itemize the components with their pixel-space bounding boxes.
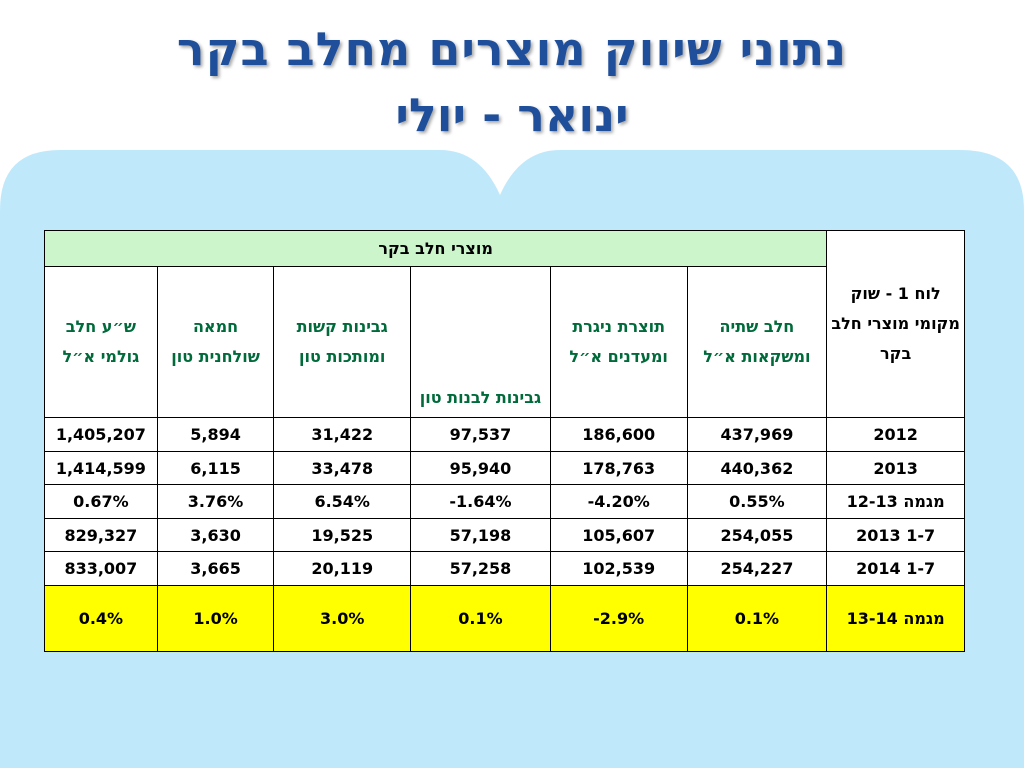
table-cell: 105,607: [549, 517, 688, 553]
row-label: 1-7 2013: [826, 517, 965, 553]
slide-subtitle: ינואר - יולי: [395, 88, 629, 142]
table-cell: 3.76%: [156, 484, 275, 519]
table-cell: 33,478: [273, 450, 412, 486]
column-header: תוצרת ניגרת ומעדנים א״ל: [549, 265, 688, 419]
table-cell: 1,414,599: [44, 450, 158, 486]
table-cell: -4.20%: [549, 484, 688, 519]
table-cell: 0.67%: [44, 484, 158, 519]
table-cell: 0.1%: [686, 584, 828, 653]
row-label: מגמה 12-13: [826, 484, 965, 519]
column-header: גבינות לבנות טון: [410, 265, 551, 419]
table-row: 1-7 2013 254,055 105,607 57,198 19,525 3…: [44, 517, 965, 553]
table-cell: 31,422: [273, 417, 412, 452]
table-corner-label: לוח 1 - שוק מקומי מוצרי חלב בקר: [826, 229, 965, 419]
table-cell: 0.55%: [686, 484, 828, 519]
table-cell: -2.9%: [549, 584, 688, 653]
table-cell: 829,327: [44, 517, 158, 553]
header-group-row: לוח 1 - שוק מקומי מוצרי חלב בקר מוצרי חל…: [43, 229, 965, 419]
table-cell: 20,119: [273, 551, 412, 586]
table-cell: 1,405,207: [44, 417, 158, 452]
table-cell: 3,630: [156, 517, 275, 553]
table-cell: 0.4%: [44, 584, 158, 653]
table-cell: 57,198: [410, 517, 551, 553]
column-header: חלב שתיה ומשקאות א״ל: [686, 265, 828, 419]
table-cell: 3.0%: [273, 584, 412, 653]
table-cell: 833,007: [44, 551, 158, 586]
table-cell: 440,362: [686, 450, 828, 486]
row-label: מגמה 13-14: [826, 584, 965, 653]
table-cell: 254,227: [686, 551, 828, 586]
row-label: 2013: [826, 450, 965, 486]
table-row: 2013 440,362 178,763 95,940 33,478 6,115…: [44, 450, 965, 486]
column-header-row: חלב שתיה ומשקאות א״ל תוצרת ניגרת ומעדנים…: [44, 265, 965, 419]
table-row: 2012 437,969 186,600 97,537 31,422 5,894…: [44, 417, 965, 452]
table-cell: 437,969: [686, 417, 828, 452]
table-cell: 57,258: [410, 551, 551, 586]
table-cell: 97,537: [410, 417, 551, 452]
table-cell: 19,525: [273, 517, 412, 553]
table-cell: 178,763: [549, 450, 688, 486]
column-header: חמאה שולחנית טון: [156, 265, 275, 419]
table-cell: 3,665: [156, 551, 275, 586]
table-cell: 6.54%: [273, 484, 412, 519]
dairy-marketing-table: לוח 1 - שוק מקומי מוצרי חלב בקר מוצרי חל…: [43, 229, 965, 653]
table-cell: 1.0%: [156, 584, 275, 653]
table-cell: 102,539: [549, 551, 688, 586]
column-header: ש״ע חלב גולמי א״ל: [44, 265, 158, 419]
table-row: 1-7 2014 254,227 102,539 57,258 20,119 3…: [44, 551, 965, 586]
highlighted-trend-row: מגמה 13-14 0.1% -2.9% 0.1% 3.0% 1.0% 0.4…: [44, 584, 965, 653]
slide-title: נתוני שיווק מוצרים מחלב בקר: [176, 22, 848, 76]
table-cell: 6,115: [156, 450, 275, 486]
group-header: מוצרי חלב בקר: [43, 230, 828, 267]
table-cell: 254,055: [686, 517, 828, 553]
table-cell: -1.64%: [410, 484, 551, 519]
column-header: גבינות קשות ומותכות טון: [273, 265, 412, 419]
table-row: מגמה 12-13 0.55% -4.20% -1.64% 6.54% 3.7…: [44, 484, 965, 519]
table-cell: 5,894: [156, 417, 275, 452]
row-label: 1-7 2014: [826, 551, 965, 586]
table-cell: 95,940: [410, 450, 551, 486]
table-cell: 186,600: [549, 417, 688, 452]
row-label: 2012: [826, 417, 965, 452]
table-cell: 0.1%: [410, 584, 551, 653]
